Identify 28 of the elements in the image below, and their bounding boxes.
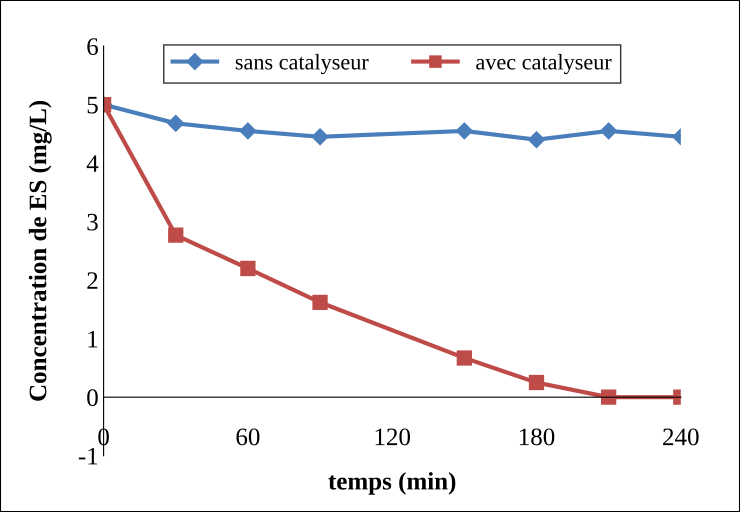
point [528,374,544,390]
y-axis-title: Concentration de ES (mg/L) [28,100,52,401]
y-tick-label: -1 [78,448,98,464]
y-tick-label: 2 [87,272,98,289]
x-tick-label: 180 [520,428,554,446]
x-tick-label: 60 [236,428,260,446]
y-tick-label: 1 [88,330,98,348]
y-tick-label: 0 [87,389,98,406]
x-tick-label: 120 [376,428,410,446]
point [240,260,256,276]
y-tick-label: 3 [87,214,98,231]
point [239,122,256,140]
point [456,122,473,140]
y-tick-label: 5 [88,96,98,114]
legend-label: avec catalyseur [476,54,612,74]
y-tick-label: 4 [86,155,98,172]
point [168,227,184,243]
point [312,128,329,146]
point [312,294,328,310]
point [528,131,546,148]
point [167,114,184,132]
point [601,390,616,405]
x-tick-label: 240 [663,428,699,446]
point [600,122,618,140]
legend-label: sans catalyseur [236,54,369,74]
x-axis-title: temps (min) [328,472,456,495]
y-tick-label: 6 [87,38,98,55]
point [456,350,472,366]
